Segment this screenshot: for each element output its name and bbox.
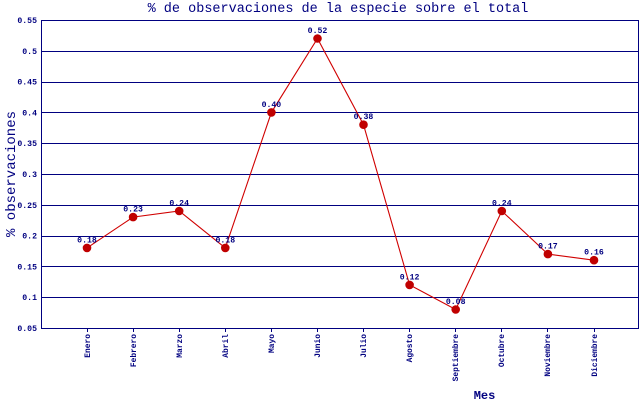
svg-text:Julio: Julio xyxy=(360,334,369,358)
svg-text:0.4: 0.4 xyxy=(22,109,37,118)
svg-text:0.1: 0.1 xyxy=(22,294,37,303)
svg-text:0.52: 0.52 xyxy=(308,27,328,36)
svg-text:Agosto: Agosto xyxy=(406,334,415,363)
svg-text:Noviembre: Noviembre xyxy=(544,334,553,377)
svg-text:0.45: 0.45 xyxy=(17,79,37,88)
svg-text:0.3: 0.3 xyxy=(22,171,37,180)
svg-text:0.05: 0.05 xyxy=(17,325,37,334)
svg-text:0.35: 0.35 xyxy=(17,140,37,149)
svg-text:0.15: 0.15 xyxy=(17,263,37,272)
svg-text:0.12: 0.12 xyxy=(400,273,420,282)
svg-text:0.55: 0.55 xyxy=(17,17,37,26)
svg-text:Marzo: Marzo xyxy=(176,334,185,358)
svg-text:Diciembre: Diciembre xyxy=(591,334,600,377)
svg-text:Octubre: Octubre xyxy=(498,334,507,367)
svg-text:0.24: 0.24 xyxy=(169,200,189,209)
svg-text:Mes: Mes xyxy=(474,389,496,400)
svg-text:0.18: 0.18 xyxy=(215,236,235,245)
svg-text:0.5: 0.5 xyxy=(22,48,37,57)
svg-text:Mayo: Mayo xyxy=(268,334,277,353)
svg-text:% de observaciones de la espec: % de observaciones de la especie sobre e… xyxy=(148,2,529,17)
svg-text:0.40: 0.40 xyxy=(262,101,282,110)
svg-text:0.24: 0.24 xyxy=(492,200,512,209)
svg-text:0.38: 0.38 xyxy=(354,113,374,122)
svg-text:0.25: 0.25 xyxy=(17,202,37,211)
svg-text:Enero: Enero xyxy=(84,334,93,358)
svg-text:Septiembre: Septiembre xyxy=(452,334,461,382)
svg-text:Junio: Junio xyxy=(314,334,323,358)
svg-text:0.18: 0.18 xyxy=(77,236,97,245)
svg-text:0.17: 0.17 xyxy=(538,243,558,252)
svg-text:0.23: 0.23 xyxy=(123,206,143,215)
svg-text:Febrero: Febrero xyxy=(130,334,139,367)
svg-text:Abril: Abril xyxy=(222,334,231,358)
svg-text:0.08: 0.08 xyxy=(446,298,466,307)
svg-text:% observaciones: % observaciones xyxy=(4,111,20,237)
svg-text:0.2: 0.2 xyxy=(22,233,37,242)
svg-text:0.16: 0.16 xyxy=(584,249,604,258)
